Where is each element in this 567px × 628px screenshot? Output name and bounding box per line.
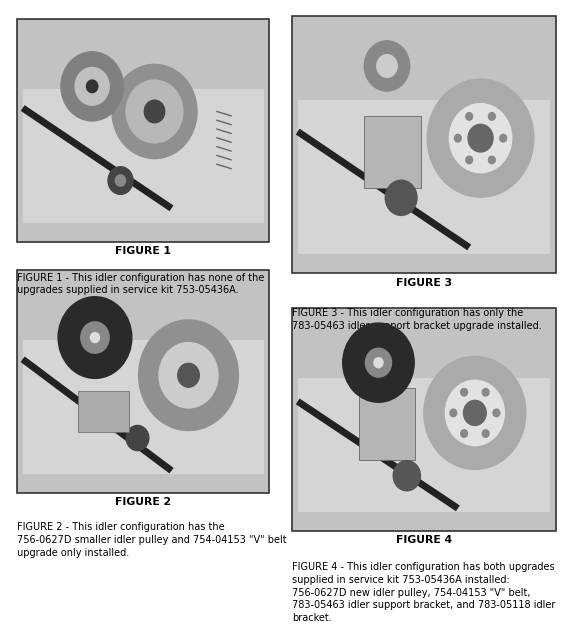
Circle shape — [488, 112, 496, 120]
Circle shape — [424, 356, 526, 470]
Circle shape — [365, 41, 410, 91]
Circle shape — [365, 348, 391, 377]
Circle shape — [116, 175, 126, 186]
Circle shape — [159, 343, 218, 408]
Bar — [359, 387, 415, 460]
Bar — [292, 16, 556, 273]
Circle shape — [126, 426, 149, 451]
Circle shape — [108, 166, 133, 195]
Text: FIGURE 3 - This idler configuration has only the
783-05463 idler support bracket: FIGURE 3 - This idler configuration has … — [292, 308, 541, 330]
Circle shape — [86, 80, 98, 92]
Circle shape — [460, 389, 467, 396]
Bar — [298, 100, 550, 254]
Circle shape — [61, 52, 124, 121]
Bar — [23, 89, 264, 223]
Circle shape — [377, 55, 397, 77]
Circle shape — [464, 401, 486, 426]
Circle shape — [468, 124, 493, 152]
Bar — [17, 19, 269, 242]
Bar — [78, 391, 129, 432]
Circle shape — [446, 380, 505, 446]
Circle shape — [455, 134, 462, 142]
Circle shape — [493, 409, 500, 417]
Circle shape — [139, 320, 238, 431]
Circle shape — [386, 180, 417, 215]
Circle shape — [450, 409, 457, 417]
Circle shape — [81, 322, 109, 353]
Circle shape — [58, 297, 132, 378]
Circle shape — [75, 67, 109, 106]
Bar — [298, 378, 550, 512]
Circle shape — [112, 64, 197, 159]
Text: FIGURE 1 - This idler configuration has none of the
upgrades supplied in service: FIGURE 1 - This idler configuration has … — [17, 273, 264, 295]
Bar — [23, 340, 264, 474]
Text: FIGURE 4 - This idler configuration has both upgrades
supplied in service kit 75: FIGURE 4 - This idler configuration has … — [292, 562, 556, 623]
Circle shape — [460, 430, 467, 437]
Circle shape — [482, 430, 489, 437]
Text: FIGURE 2: FIGURE 2 — [116, 497, 171, 507]
Circle shape — [342, 323, 414, 403]
Circle shape — [126, 80, 183, 143]
Bar — [292, 308, 556, 531]
Circle shape — [90, 333, 100, 343]
Circle shape — [500, 134, 507, 142]
Text: FIGURE 4: FIGURE 4 — [396, 535, 452, 545]
Circle shape — [488, 156, 496, 164]
Circle shape — [178, 363, 200, 387]
Circle shape — [466, 112, 472, 120]
Circle shape — [449, 104, 511, 173]
Circle shape — [374, 358, 383, 368]
Bar — [17, 270, 269, 493]
Bar — [364, 116, 421, 188]
Circle shape — [428, 79, 534, 197]
Circle shape — [466, 156, 472, 164]
Circle shape — [482, 389, 489, 396]
Text: FIGURE 2 - This idler configuration has the
756-0627D smaller idler pulley and 7: FIGURE 2 - This idler configuration has … — [17, 522, 287, 558]
Circle shape — [393, 460, 420, 491]
Text: FIGURE 1: FIGURE 1 — [116, 246, 171, 256]
Text: FIGURE 3: FIGURE 3 — [396, 278, 452, 288]
Circle shape — [145, 100, 164, 123]
